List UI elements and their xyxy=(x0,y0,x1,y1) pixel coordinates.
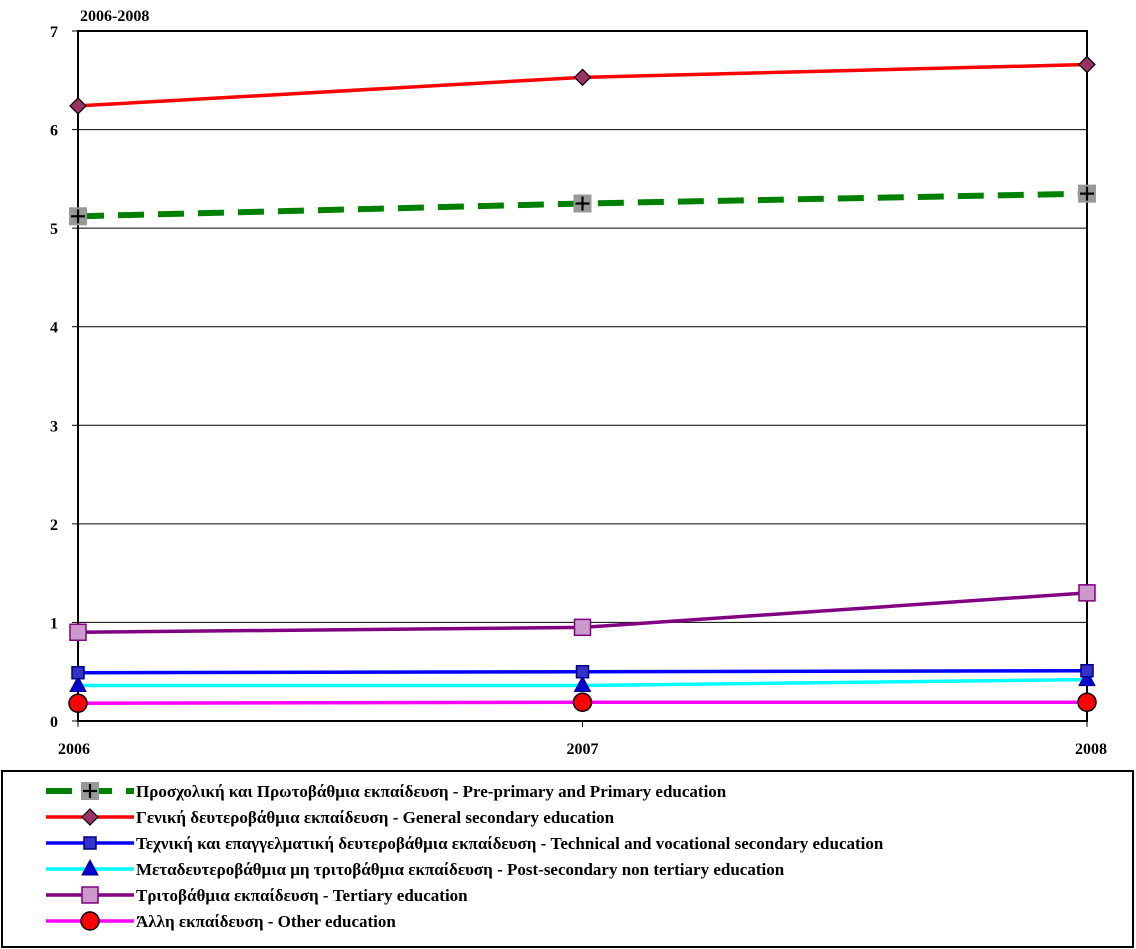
data-point-s1-2007 xyxy=(573,194,592,213)
data-point-s6-2007 xyxy=(572,692,593,713)
y-tick-label: 1 xyxy=(50,615,58,632)
data-point-s6-2006 xyxy=(68,693,88,714)
x-tick-label: 2006 xyxy=(58,741,90,758)
gridlines xyxy=(78,129,1087,623)
legend: Προσχολική και Πρωτοβάθμια εκπαίδευση - … xyxy=(46,782,884,931)
data-point-s5-2007 xyxy=(573,618,592,637)
legend-label: Τεχνική και επαγγελματική δευτεροβάθμια … xyxy=(136,834,884,853)
data-point-s2-2008 xyxy=(1078,55,1096,74)
x-axis-ticks: 2006 2007 2008 xyxy=(58,721,1107,758)
legend-label: Προσχολική και Πρωτοβάθμια εκπαίδευση - … xyxy=(136,782,727,801)
y-tick-label: 5 xyxy=(50,221,58,238)
legend-label: Τριτοβάθμια εκπαίδευση - Tertiary educat… xyxy=(136,886,468,905)
data-point-s5-2006 xyxy=(69,623,87,642)
series-lines xyxy=(77,62,1088,706)
legend-swatch-marker xyxy=(81,782,99,800)
data-point-s4-2008 xyxy=(1078,669,1096,687)
data-point-s3-2008 xyxy=(1080,663,1094,678)
legend-swatch-marker xyxy=(83,836,97,850)
chart-title: 2006-2008 xyxy=(80,8,149,25)
data-point-s3-2007 xyxy=(575,664,590,679)
legend-swatch-marker xyxy=(81,858,99,876)
y-tick-label: 0 xyxy=(50,714,58,731)
legend-label: Άλλη εκπαίδευση - Other education xyxy=(136,912,396,931)
y-tick-label: 4 xyxy=(50,320,58,337)
y-tick-label: 7 xyxy=(50,24,58,41)
data-point-s3-2006 xyxy=(71,665,85,680)
data-point-s1-2006 xyxy=(69,207,87,226)
data-point-s6-2008 xyxy=(1077,692,1097,713)
data-point-s2-2006 xyxy=(69,97,87,115)
data-point-s4-2006 xyxy=(69,675,87,693)
legend-item-5: Τριτοβάθμια εκπαίδευση - Tertiary educat… xyxy=(46,886,468,905)
legend-swatch-marker xyxy=(81,886,99,904)
y-tick-label: 6 xyxy=(50,123,58,140)
legend-swatch-marker xyxy=(80,911,100,931)
legend-label: Μεταδευτεροβάθμια μη τριτοβάθμια εκπαίδε… xyxy=(136,860,785,879)
y-tick-label: 2 xyxy=(50,517,58,534)
plot-area xyxy=(77,30,1088,722)
data-point-s2-2007 xyxy=(573,68,592,87)
data-point-s1-2008 xyxy=(1078,184,1096,203)
legend-item-2: Γενική δευτεροβάθμια εκπαίδευση - Genera… xyxy=(46,808,615,827)
x-tick-label: 2007 xyxy=(567,741,599,758)
legend-swatch-marker xyxy=(81,808,99,826)
y-axis-ticks: 0 1 2 3 4 5 6 7 xyxy=(50,24,78,731)
y-tick-label: 3 xyxy=(50,418,58,435)
data-point-s4-2007 xyxy=(573,675,592,693)
legend-item-6: Άλλη εκπαίδευση - Other education xyxy=(46,911,396,931)
legend-box xyxy=(1,770,1134,948)
data-point-s5-2008 xyxy=(1078,584,1096,602)
legend-item-4: Μεταδευτεροβάθμια μη τριτοβάθμια εκπαίδε… xyxy=(46,858,785,879)
legend-label: Γενική δευτεροβάθμια εκπαίδευση - Genera… xyxy=(136,808,615,827)
x-tick-label: 2008 xyxy=(1075,741,1107,758)
series-markers xyxy=(68,55,1097,714)
legend-item-3: Τεχνική και επαγγελματική δευτεροβάθμια … xyxy=(46,834,884,853)
legend-item-1: Προσχολική και Πρωτοβάθμια εκπαίδευση - … xyxy=(46,782,727,801)
